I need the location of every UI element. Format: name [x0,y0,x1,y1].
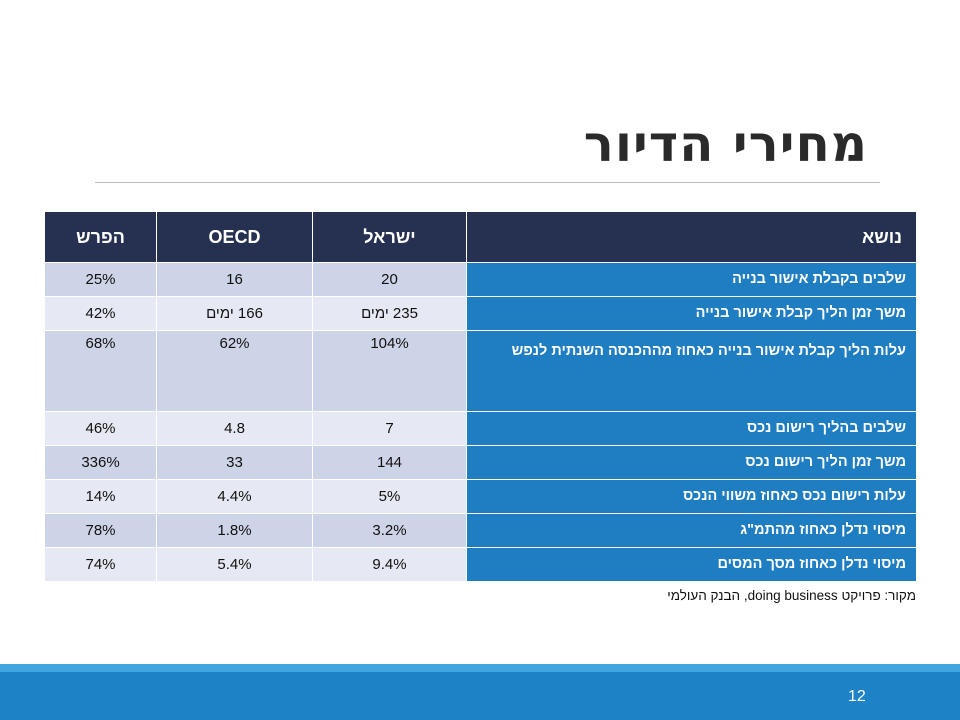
row-oecd: 33 [156,445,313,480]
row-topic: מיסוי נדלן כאחוז מהתמ"ג [466,513,917,548]
table-row: שלבים בקבלת אישור בנייה 20 16 25% [44,262,917,297]
row-israel: 5% [312,479,467,514]
row-oecd: 1.8% [156,513,313,548]
row-oecd: 16 [156,262,313,297]
header-israel: ישראל [312,212,467,263]
table-row: שלבים בהליך רישום נכס 7 4.8 46% [44,411,917,446]
title-divider [95,182,880,183]
table-row: עלות רישום נכס כאחוז משווי הנכס 5% 4.4% … [44,479,917,514]
source-note: מקור: פרויקט doing business, הבנק העולמי [667,588,916,603]
header-oecd: OECD [156,212,313,263]
row-topic: שלבים בקבלת אישור בנייה [466,262,917,297]
footer-bar [0,672,960,720]
row-diff: 14% [44,479,157,514]
row-oecd: 4.4% [156,479,313,514]
row-oecd: 4.8 [156,411,313,446]
table-row: עלות הליך קבלת אישור בנייה כאחוז מההכנסה… [44,330,917,412]
table-row: מיסוי נדלן כאחוז מהתמ"ג 3.2% 1.8% 78% [44,513,917,548]
row-topic: עלות רישום נכס כאחוז משווי הנכס [466,479,917,514]
row-topic: משך זמן הליך קבלת אישור בנייה [466,296,917,331]
header-diff: הפרש [44,212,157,263]
row-israel: 235 ימים [312,296,467,331]
table-row: מיסוי נדלן כאחוז מסך המסים 9.4% 5.4% 74% [44,547,917,582]
row-israel: 20 [312,262,467,297]
row-diff: 336% [44,445,157,480]
row-topic: עלות הליך קבלת אישור בנייה כאחוז מההכנסה… [466,330,917,412]
row-diff: 46% [44,411,157,446]
row-oecd: 166 ימים [156,296,313,331]
row-diff: 78% [44,513,157,548]
row-oecd: 62% [156,330,313,412]
row-israel: 7 [312,411,467,446]
table-row: משך זמן הליך קבלת אישור בנייה 235 ימים 1… [44,296,917,331]
row-diff: 25% [44,262,157,297]
row-diff: 74% [44,547,157,582]
row-israel: 9.4% [312,547,467,582]
row-oecd: 5.4% [156,547,313,582]
comparison-table: נושא ישראל OECD הפרש שלבים בקבלת אישור ב… [44,212,917,582]
footer-accent-line [0,664,960,672]
row-israel: 104% [312,330,467,412]
table-row: משך זמן הליך רישום נכס 144 33 336% [44,445,917,480]
slide-title: מחירי הדיור [583,115,868,173]
row-topic: משך זמן הליך רישום נכס [466,445,917,480]
row-israel: 3.2% [312,513,467,548]
row-israel: 144 [312,445,467,480]
row-diff: 68% [44,330,157,412]
page-number: 12 [848,688,866,705]
header-topic: נושא [466,212,917,263]
row-topic: שלבים בהליך רישום נכס [466,411,917,446]
table-header-row: נושא ישראל OECD הפרש [44,212,917,263]
row-topic: מיסוי נדלן כאחוז מסך המסים [466,547,917,582]
row-diff: 42% [44,296,157,331]
